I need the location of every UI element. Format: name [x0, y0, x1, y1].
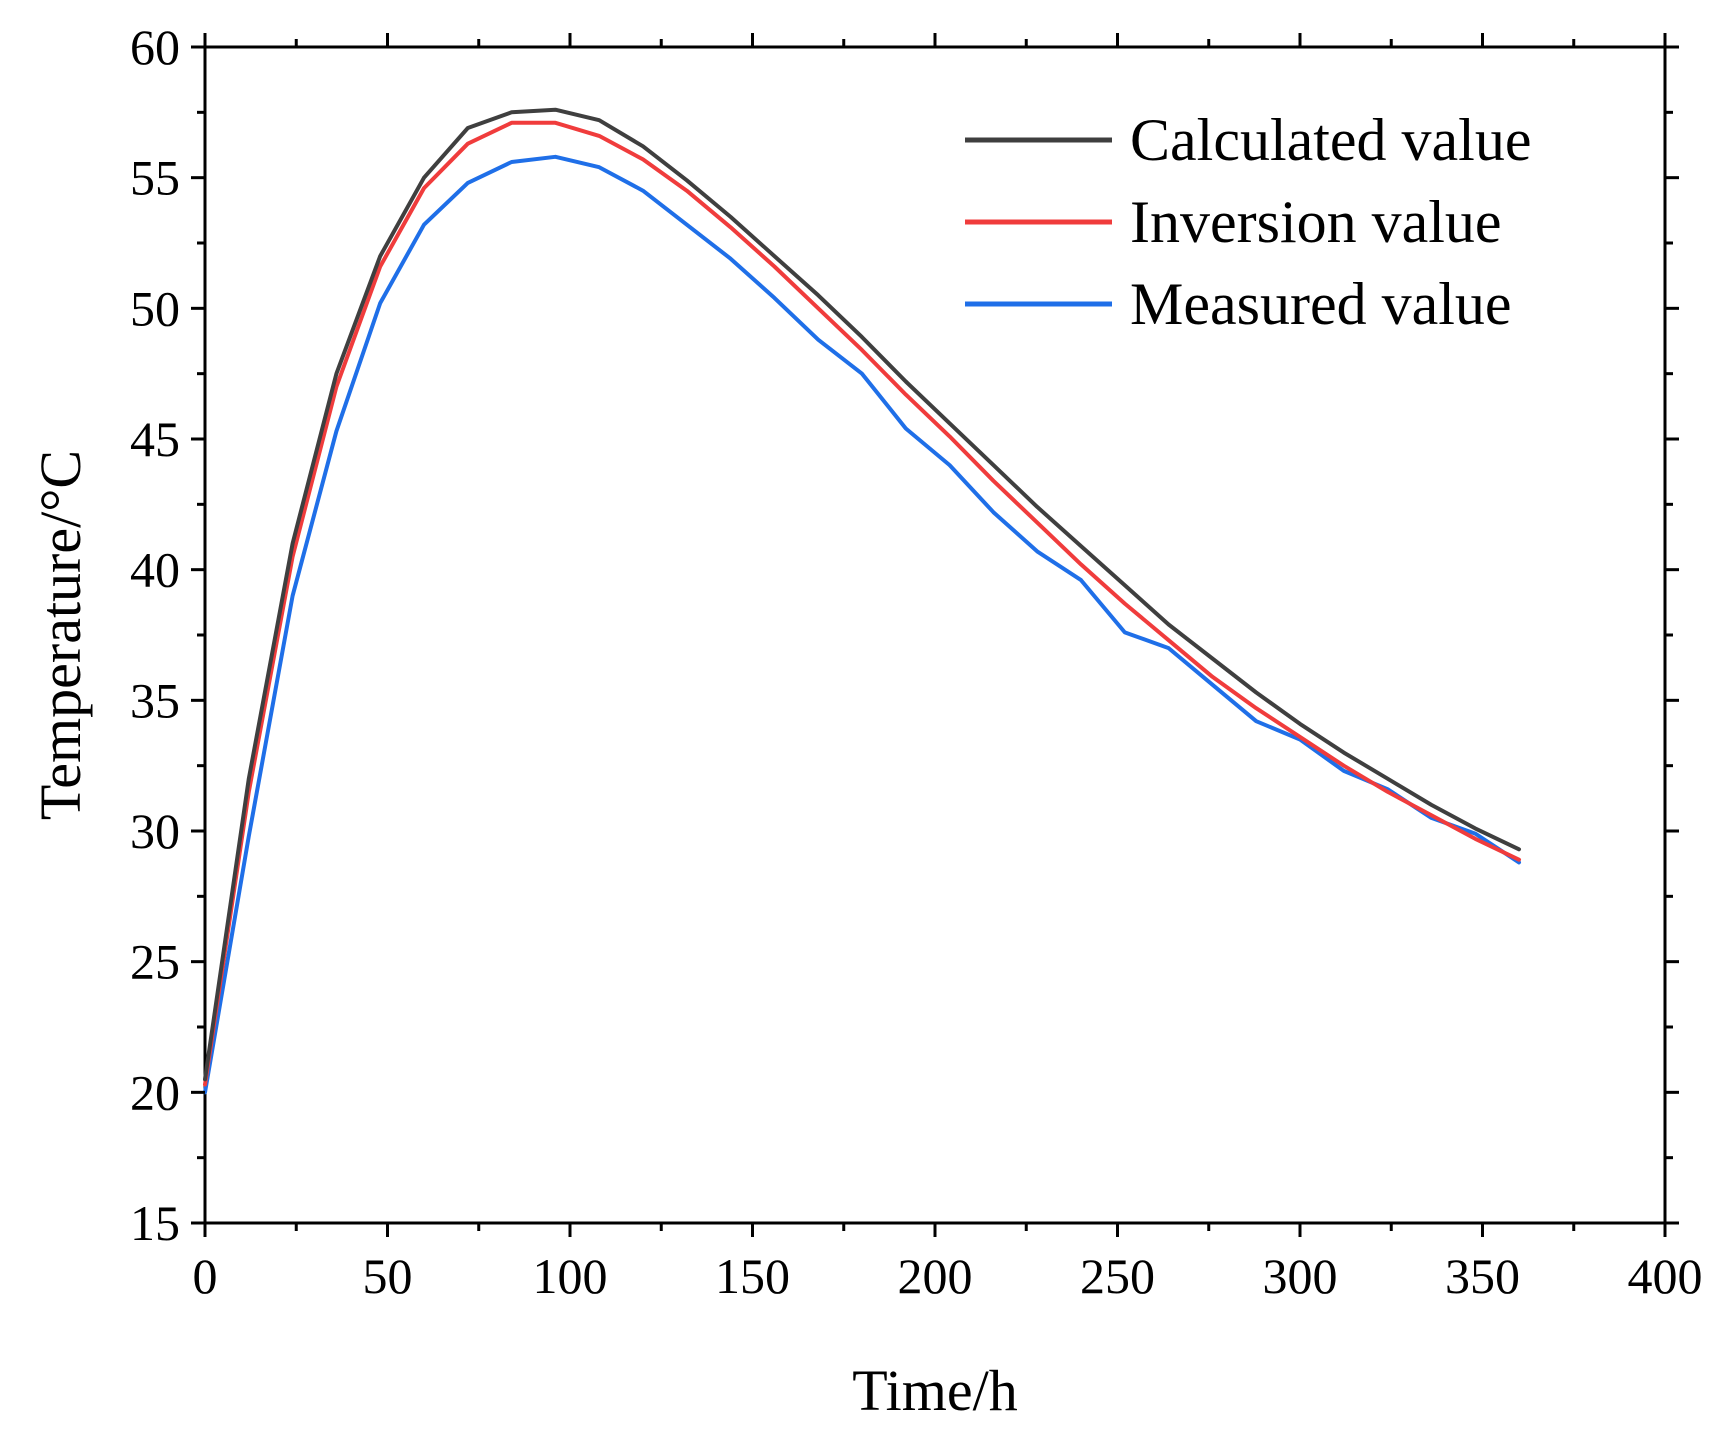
x-axis-title: Time/h [852, 1358, 1017, 1423]
x-tick-label: 250 [1080, 1248, 1155, 1304]
y-tick-label: 40 [130, 542, 180, 598]
y-tick-label: 35 [130, 672, 180, 728]
y-axis-title: Temperature/°C [28, 450, 93, 820]
y-tick-label: 15 [130, 1195, 180, 1251]
y-tick-label: 25 [130, 934, 180, 990]
y-tick-label: 45 [130, 411, 180, 467]
legend-label-measured-value: Measured value [1130, 271, 1512, 337]
x-tick-label: 0 [193, 1248, 218, 1304]
y-tick-label: 50 [130, 280, 180, 336]
x-tick-label: 100 [533, 1248, 608, 1304]
legend-label-calculated-value: Calculated value [1130, 107, 1531, 173]
y-tick-label: 20 [130, 1064, 180, 1120]
y-tick-label: 30 [130, 803, 180, 859]
y-tick-label: 60 [130, 19, 180, 75]
legend-label-inversion-value: Inversion value [1130, 189, 1502, 255]
series-line-measured-value [203, 154, 1521, 1095]
x-tick-label: 200 [898, 1248, 973, 1304]
series-group [203, 107, 1521, 1095]
series-line-calculated-value [203, 107, 1521, 1082]
x-tick-label: 350 [1445, 1248, 1520, 1304]
y-tick-label: 55 [130, 150, 180, 206]
x-tick-label: 50 [363, 1248, 413, 1304]
series-line-inversion-value [203, 120, 1521, 1087]
ticks-group: 0 50 100 150 200 250 300 350 400 15 20 25 30 35 40 45 50… [130, 19, 1703, 1304]
legend: Calculated value Inversion value Measured … [965, 107, 1531, 337]
x-tick-label: 300 [1263, 1248, 1338, 1304]
x-tick-label: 400 [1628, 1248, 1703, 1304]
x-tick-label: 150 [715, 1248, 790, 1304]
